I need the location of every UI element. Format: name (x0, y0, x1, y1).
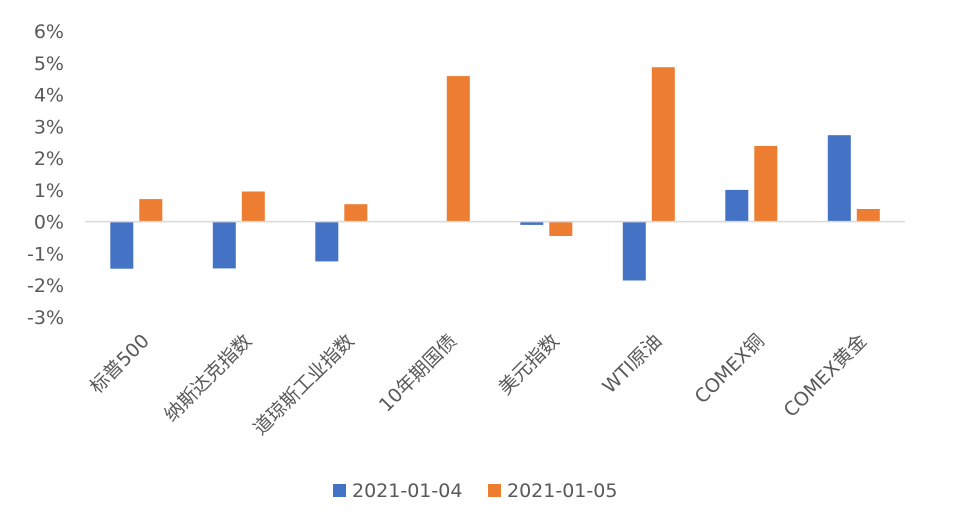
y-tick-label: 0% (34, 212, 64, 234)
bar-series2 (856, 209, 880, 222)
x-category-label: 道琼斯工业指数 (249, 330, 359, 440)
legend-label: 2021-01-05 (507, 480, 617, 502)
bars (110, 67, 880, 281)
legend-swatch (488, 484, 501, 497)
bar-series1 (212, 221, 236, 269)
x-category-label: COMEX铜 (691, 330, 769, 408)
x-category-label: 标普500 (86, 330, 154, 398)
x-category-label: 纳斯达克指数 (160, 330, 256, 426)
legend: 2021-01-04 2021-01-05 (333, 480, 617, 502)
bar-series2 (344, 204, 368, 222)
legend-label: 2021-01-04 (352, 480, 462, 502)
y-tick-label: -2% (27, 275, 64, 297)
bar-series1 (110, 221, 134, 269)
bar-series1 (315, 221, 339, 262)
legend-swatch (333, 484, 346, 497)
y-tick-label: 6% (34, 21, 64, 43)
bar-series1 (520, 221, 544, 225)
bar-series2 (139, 199, 163, 222)
y-tick-label: 2% (34, 148, 64, 170)
x-category-label: COMEX黄金 (780, 330, 872, 422)
x-category-label: 美元指数 (494, 330, 563, 399)
bar-series2 (549, 221, 573, 236)
bar-series2 (651, 67, 675, 222)
y-tick-label: -1% (27, 243, 64, 265)
bar-series1 (827, 135, 851, 222)
bar-series2 (754, 146, 778, 222)
y-axis: -3% -2% -1% 0% 1% 2% 3% 4% 5% 6% (27, 21, 64, 329)
y-tick-label: 4% (34, 85, 64, 107)
y-tick-label: 3% (34, 116, 64, 138)
bar-series1 (622, 221, 646, 281)
bar-series2 (446, 76, 470, 222)
y-tick-label: 5% (34, 53, 64, 75)
y-tick-label: -3% (27, 307, 64, 329)
y-tick-label: 1% (34, 180, 64, 202)
bar-series2 (241, 191, 265, 222)
bar-series1 (725, 189, 749, 222)
x-category-label: WTI原油 (598, 330, 666, 398)
x-category-label: 10年期国债 (375, 330, 461, 416)
